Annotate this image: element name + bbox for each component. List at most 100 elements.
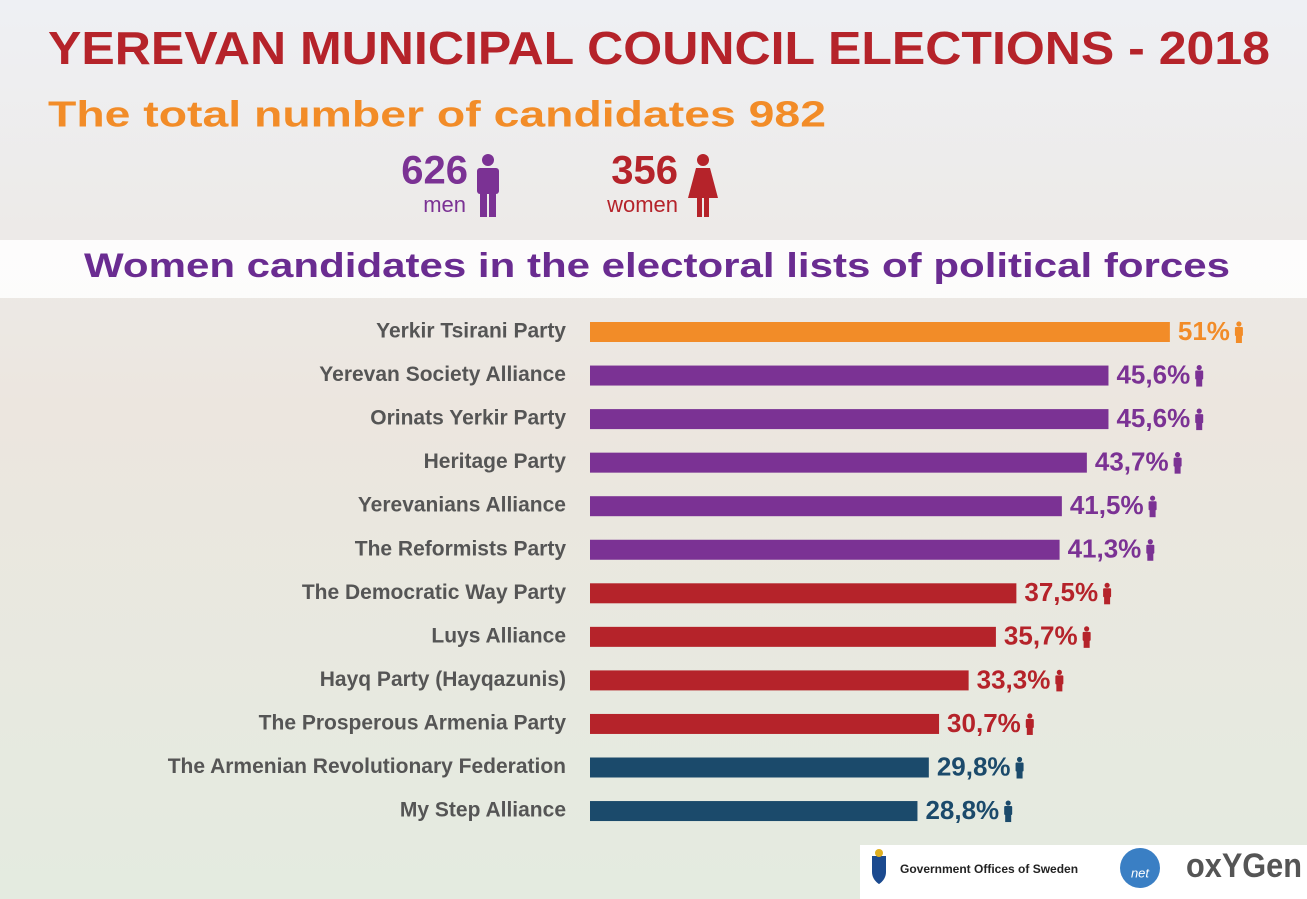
value-label: 30,7% <box>947 708 1021 738</box>
icon-head <box>1196 408 1202 414</box>
bar-chart: Yerkir Tsirani Party 51% Yerevan Society A… <box>168 316 1243 825</box>
men-label: men <box>423 192 466 217</box>
bar <box>590 626 996 647</box>
category-label: The Armenian Revolutionary Federation <box>168 755 566 778</box>
icon-legs <box>1235 335 1242 343</box>
person-icon <box>1004 800 1013 823</box>
bar <box>590 583 1017 604</box>
icon-head <box>1147 539 1153 545</box>
icon-head <box>1196 364 1202 371</box>
category-label: Yerkir Tsirani Party <box>376 320 566 343</box>
icon-legs <box>1196 422 1203 431</box>
value-label: 45,6% <box>1116 359 1190 389</box>
icon-body <box>1234 327 1243 336</box>
icon-legs <box>1016 770 1023 779</box>
icon-head <box>1016 756 1023 763</box>
icon-legs <box>1196 378 1203 387</box>
icon-body <box>1015 762 1024 772</box>
category-label: Yerevan Society Alliance <box>319 363 566 386</box>
bar <box>590 322 1170 342</box>
person-icon <box>1234 321 1243 343</box>
icon-body <box>1103 588 1112 598</box>
title: YEREVAN MUNICIPAL COUNCIL ELECTIONS - 20… <box>48 22 1270 74</box>
icon-body <box>1148 501 1157 511</box>
value-label: 41,5% <box>1070 490 1144 520</box>
category-label: Hayq Party (Hayqazunis) <box>320 668 566 691</box>
oxygen-logo: oxYGen <box>1186 847 1302 885</box>
value-label: 51% <box>1178 316 1230 346</box>
value-label: 35,7% <box>1004 621 1078 651</box>
category-label: Luys Alliance <box>431 624 566 647</box>
icon-head <box>1027 713 1033 719</box>
bar <box>590 801 918 822</box>
icon-head <box>1084 626 1090 632</box>
section-band <box>0 240 1307 298</box>
bar <box>590 452 1087 473</box>
icon-head <box>1104 582 1110 588</box>
person-icon <box>1195 364 1204 387</box>
women-label: women <box>606 192 678 217</box>
category-label: Yerevanians Alliance <box>358 494 566 517</box>
wnet-logo <box>1120 848 1160 888</box>
icon-head <box>1056 669 1062 676</box>
value-label: 41,3% <box>1068 534 1142 564</box>
subtitle: The total number of candidates 982 <box>48 94 826 135</box>
woman-icon <box>688 154 718 217</box>
icon-head <box>1175 452 1181 458</box>
men-count: 626 <box>401 149 468 193</box>
value-label: 29,8% <box>937 751 1011 781</box>
icon-body <box>1082 631 1091 641</box>
bar <box>590 539 1060 560</box>
icon-body <box>1195 370 1204 380</box>
person-icon <box>1146 539 1155 561</box>
wnet-text: net <box>1131 865 1150 880</box>
icon-legs <box>1149 509 1156 518</box>
bar <box>590 757 929 778</box>
icon-body <box>1173 457 1182 467</box>
person-icon <box>1082 626 1091 648</box>
value-label: 43,7% <box>1095 447 1169 477</box>
category-label: The Reformists Party <box>355 537 567 560</box>
value-label: 28,8% <box>925 795 999 825</box>
category-label: My Step Alliance <box>400 799 566 822</box>
icon-head <box>1005 800 1011 806</box>
footer-band <box>860 845 1307 899</box>
icon-body <box>1055 675 1064 685</box>
icon-head <box>1149 495 1156 501</box>
icon-legs <box>1104 596 1111 605</box>
bar <box>590 365 1109 386</box>
chart-title: Women candidates in the electoral lists … <box>84 247 1230 285</box>
icon-body <box>1025 718 1034 728</box>
sweden-logo <box>872 849 886 884</box>
person-icon <box>1173 452 1182 474</box>
icon-legs <box>1174 465 1181 474</box>
man-icon <box>477 154 499 217</box>
person-icon <box>1148 495 1157 518</box>
category-label: The Democratic Way Party <box>302 581 566 604</box>
category-label: Heritage Party <box>424 450 567 473</box>
icon-legs <box>1083 639 1090 648</box>
icon-head <box>1236 321 1242 327</box>
women-count: 356 <box>611 149 678 193</box>
person-icon <box>1015 756 1024 779</box>
icon-legs <box>1026 726 1033 735</box>
category-label: The Prosperous Armenia Party <box>259 711 567 734</box>
icon-legs <box>1005 814 1012 823</box>
person-icon <box>1055 669 1064 692</box>
value-label: 37,5% <box>1024 577 1098 607</box>
icon-legs <box>1056 683 1063 692</box>
person-icon <box>1195 408 1204 431</box>
bar <box>590 496 1062 517</box>
icon-legs <box>1147 552 1154 561</box>
bar <box>590 713 940 734</box>
person-icon <box>1025 713 1034 735</box>
icon-body <box>1004 806 1013 816</box>
icon-body <box>1195 414 1204 424</box>
value-label: 33,3% <box>977 664 1051 694</box>
category-label: Orinats Yerkir Party <box>370 407 566 430</box>
person-icon <box>1103 582 1112 605</box>
sponsor: Government Offices of Sweden <box>900 862 1078 876</box>
bar <box>590 409 1109 430</box>
